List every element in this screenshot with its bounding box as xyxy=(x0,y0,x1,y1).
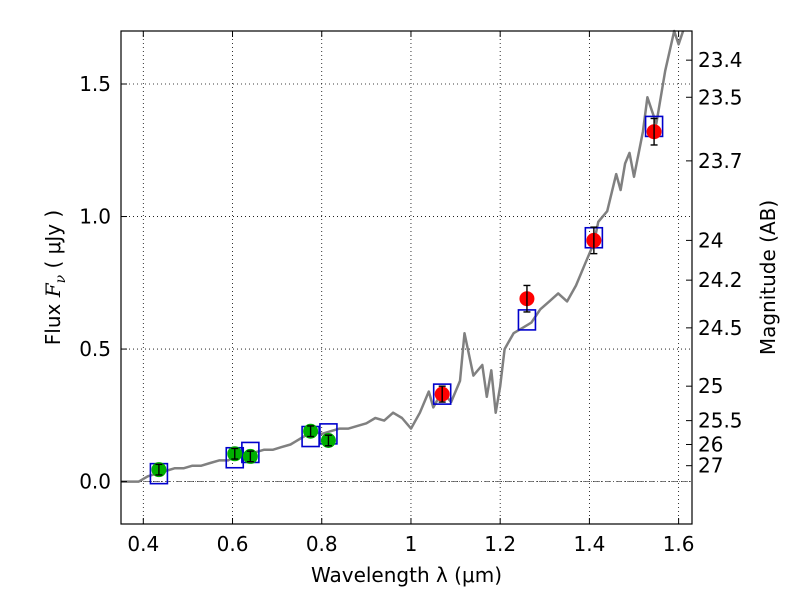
x-tick-label: 1.6 xyxy=(663,532,695,556)
x-tick-label: 0.4 xyxy=(127,532,159,556)
x-tick-label: 1.2 xyxy=(484,532,516,556)
magnitude-tick-label: 26 xyxy=(698,432,723,456)
y-axis-label-text: Flux Fν ( μJy ) xyxy=(41,210,69,345)
magnitude-tick-label: 23.5 xyxy=(698,85,743,109)
magnitude-tick-label: 25.5 xyxy=(698,409,743,433)
magnitude-tick-label: 25 xyxy=(698,374,723,398)
x-axis-label: Wavelength λ (μm) xyxy=(311,563,502,587)
x-tick-label: 1.4 xyxy=(573,532,605,556)
y-tick-label: 1.0 xyxy=(79,205,111,229)
magnitude-tick-label: 24.2 xyxy=(698,268,743,292)
magnitude-tick-label: 23.7 xyxy=(698,149,743,173)
x-tick-label: 1 xyxy=(405,532,418,556)
magnitude-tick-label: 27 xyxy=(698,454,723,478)
magnitude-tick-label: 24.5 xyxy=(698,316,743,340)
spectrum-series xyxy=(121,29,685,483)
y-tick-label: 0.5 xyxy=(79,337,111,361)
x-tick-label: 0.6 xyxy=(217,532,249,556)
grid-lines xyxy=(121,31,692,524)
photometry-markers xyxy=(149,115,664,485)
y-tick-label: 0.0 xyxy=(79,470,111,494)
y-axis-label: Flux Fν ( μJy ) xyxy=(41,210,69,345)
plot-frame xyxy=(120,30,693,525)
magnitude-tick-label: 24 xyxy=(698,228,723,252)
magnitude-tick-label: 23.4 xyxy=(698,48,743,72)
magnitude-axis-label: Magnitude (AB) xyxy=(756,200,780,355)
spectrum-line xyxy=(121,29,685,483)
model-photometry-square xyxy=(432,383,452,405)
axis-ticks: 0.4 0.6 0.8 1 1.2 1.4 1.6 0.0 0.5 1.0 1.5 23.4 23.5 2… xyxy=(79,31,743,556)
y-tick-label: 1.5 xyxy=(79,72,111,96)
x-tick-label: 0.8 xyxy=(306,532,338,556)
